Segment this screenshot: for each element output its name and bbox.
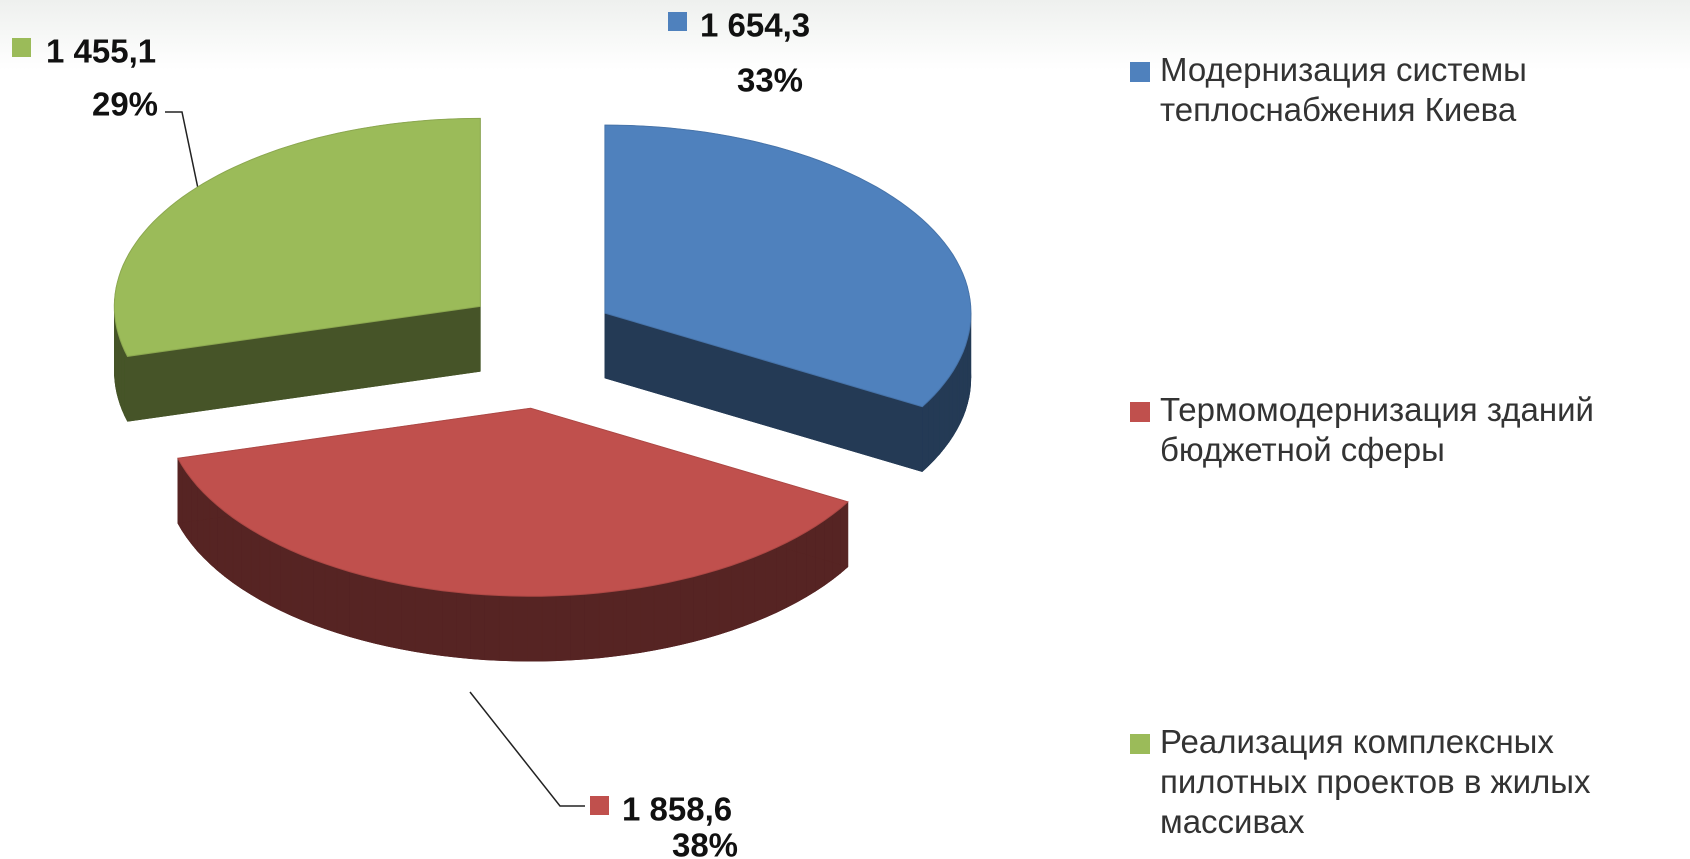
- legend-label: Реализация комплексных пилотных проектов…: [1160, 722, 1600, 842]
- legend-swatch: [1130, 734, 1150, 754]
- legend-swatch: [1130, 62, 1150, 82]
- percent-label: 29%: [92, 86, 158, 123]
- legend-swatch: [1130, 402, 1150, 422]
- label-swatch: [668, 12, 687, 31]
- legend-label: Модернизация системы теплоснабжения Киев…: [1160, 50, 1620, 130]
- value-label: 1 858,6: [622, 791, 732, 828]
- label-swatch: [590, 796, 609, 815]
- label-swatch: [12, 38, 31, 57]
- page: 1 654,3 33% 1 858,638% 1 455,1 29% Модерниза…: [0, 0, 1690, 859]
- value-label: 1 654,3: [700, 7, 810, 44]
- leader-line: [470, 692, 585, 806]
- legend-label: Термомодернизация зданий бюджетной сферы: [1160, 390, 1620, 470]
- percent-label: 33%: [737, 62, 803, 99]
- value-label: 1 455,1: [46, 33, 156, 70]
- percent-label: 38%: [672, 827, 738, 859]
